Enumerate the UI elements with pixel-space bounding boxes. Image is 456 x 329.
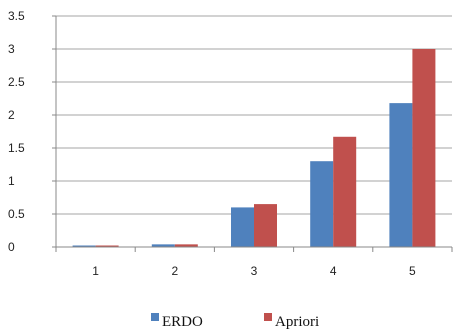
bar-apriori-5 — [412, 49, 436, 247]
y-tick-label: 1.5 — [8, 141, 25, 155]
bar-erdo-5 — [389, 103, 413, 248]
y-tick-label: 2.5 — [8, 75, 25, 89]
y-tick-label: 2 — [8, 108, 15, 122]
bar-erdo-3 — [231, 207, 254, 247]
bar-apriori-3 — [254, 204, 277, 247]
legend-swatch-erdo — [151, 313, 159, 321]
bars — [72, 49, 436, 248]
legend: ERDO Apriori — [151, 313, 319, 329]
x-axis — [55, 16, 452, 248]
y-tick-label: 3.5 — [8, 9, 25, 23]
x-axis-ticks: 1 2 3 4 5 — [55, 247, 453, 278]
legend-label-erdo: ERDO — [162, 314, 203, 329]
bar-erdo-4 — [310, 161, 334, 247]
bar-apriori-4 — [333, 136, 357, 247]
y-tick-label: 0.5 — [8, 207, 25, 221]
y-tick-label: 1 — [8, 174, 15, 188]
legend-label-apriori: Apriori — [275, 314, 319, 329]
x-tick-label: 5 — [409, 264, 416, 278]
bar-erdo-2 — [151, 244, 175, 247]
x-tick-label: 2 — [171, 264, 178, 278]
bar-apriori-2 — [174, 244, 198, 247]
legend-swatch-apriori — [264, 313, 272, 321]
x-tick-label: 3 — [251, 264, 258, 278]
x-tick-label: 1 — [92, 264, 99, 278]
grid-lines — [56, 15, 452, 215]
y-tick-label: 3 — [8, 42, 15, 56]
x-tick-label: 4 — [330, 264, 337, 278]
y-tick-label: 0 — [8, 240, 15, 254]
bar-erdo-1 — [72, 245, 96, 247]
bar-apriori-1 — [95, 245, 119, 247]
y-axis-ticks: 0 0.5 1 1.5 2 2.5 3 3.5 — [8, 9, 56, 254]
